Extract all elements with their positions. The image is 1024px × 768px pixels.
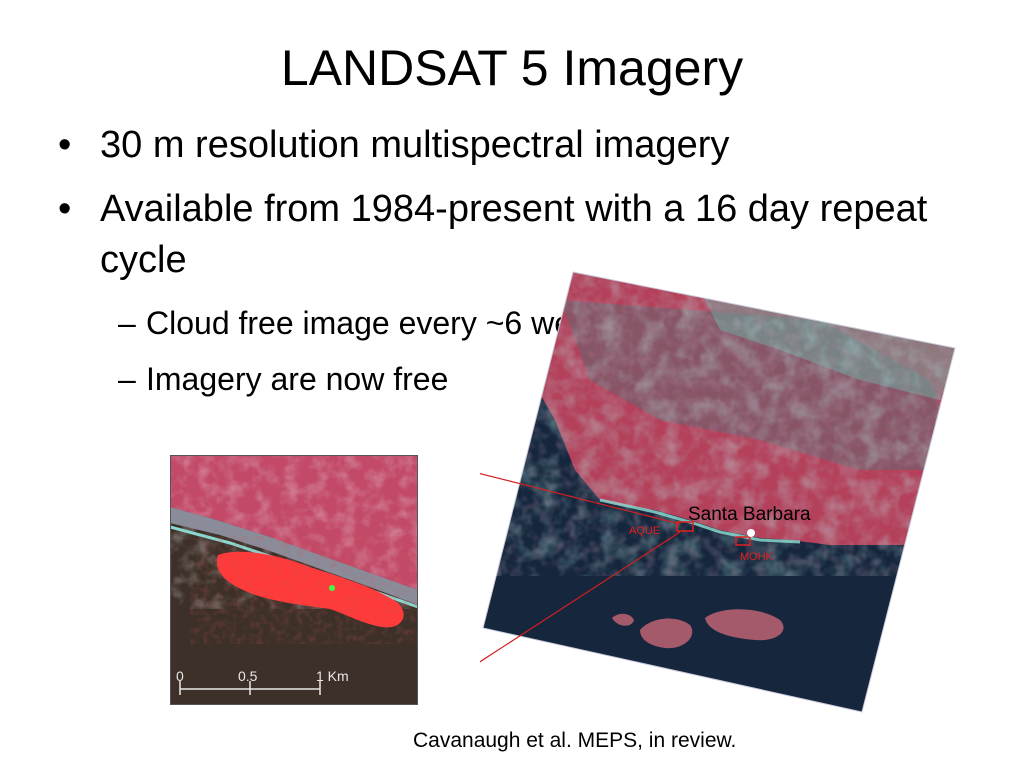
bullet-resolution: 30 m resolution multispectral imagery: [58, 120, 958, 171]
scale-label-half: 0.5: [238, 668, 258, 684]
sub-bullet-free-imagery: – Imagery are now free: [58, 360, 958, 398]
satellite-scene: [483, 272, 955, 712]
callout-line-bottom: [480, 531, 681, 663]
sub-bullet-free-imagery-text: Imagery are now free: [146, 361, 449, 397]
landsat-satellite-image: Santa Barbara AQUE MOHK: [480, 271, 956, 713]
inset-kelp-image: 0 0.5 1 Km: [170, 455, 418, 705]
scale-label-km: 1 Km: [316, 668, 349, 684]
inset-border: [170, 455, 418, 705]
citation: Cavanaugh et al. MEPS, in review.: [413, 729, 737, 752]
coastline: [599, 498, 801, 544]
scene-border: [482, 271, 956, 713]
sample-point: [329, 585, 335, 591]
island-san-miguel: [612, 613, 634, 626]
city-label: Santa Barbara: [688, 504, 811, 525]
sub-bullet-dash: –: [118, 305, 136, 341]
slide-title: LANDSAT 5 Imagery: [280, 40, 744, 96]
bullet-list: 30 m resolution multispectral imagery Av…: [58, 120, 958, 398]
callout-line-top: [480, 472, 681, 525]
city-marker-dot: [747, 529, 755, 537]
site-label-aque: AQUE: [629, 525, 660, 537]
sub-bullet-cloud-free: – Cloud free image every ~6 weeks: [58, 304, 958, 342]
site-box-aque: [676, 521, 694, 532]
bullet-availability: Available from 1984-present with a 16 da…: [58, 184, 958, 286]
site-label-mohk: MOHK: [740, 551, 774, 563]
island-santa-rosa: [640, 618, 693, 649]
kelp-texture: [210, 545, 410, 635]
sub-bullet-cloud-free-text: Cloud free image every ~6 weeks: [146, 305, 622, 341]
site-box-mohk: [735, 536, 751, 546]
island-santa-cruz: [705, 609, 784, 641]
sub-bullet-dash: –: [118, 361, 136, 397]
scale-label-0: 0: [176, 668, 184, 684]
